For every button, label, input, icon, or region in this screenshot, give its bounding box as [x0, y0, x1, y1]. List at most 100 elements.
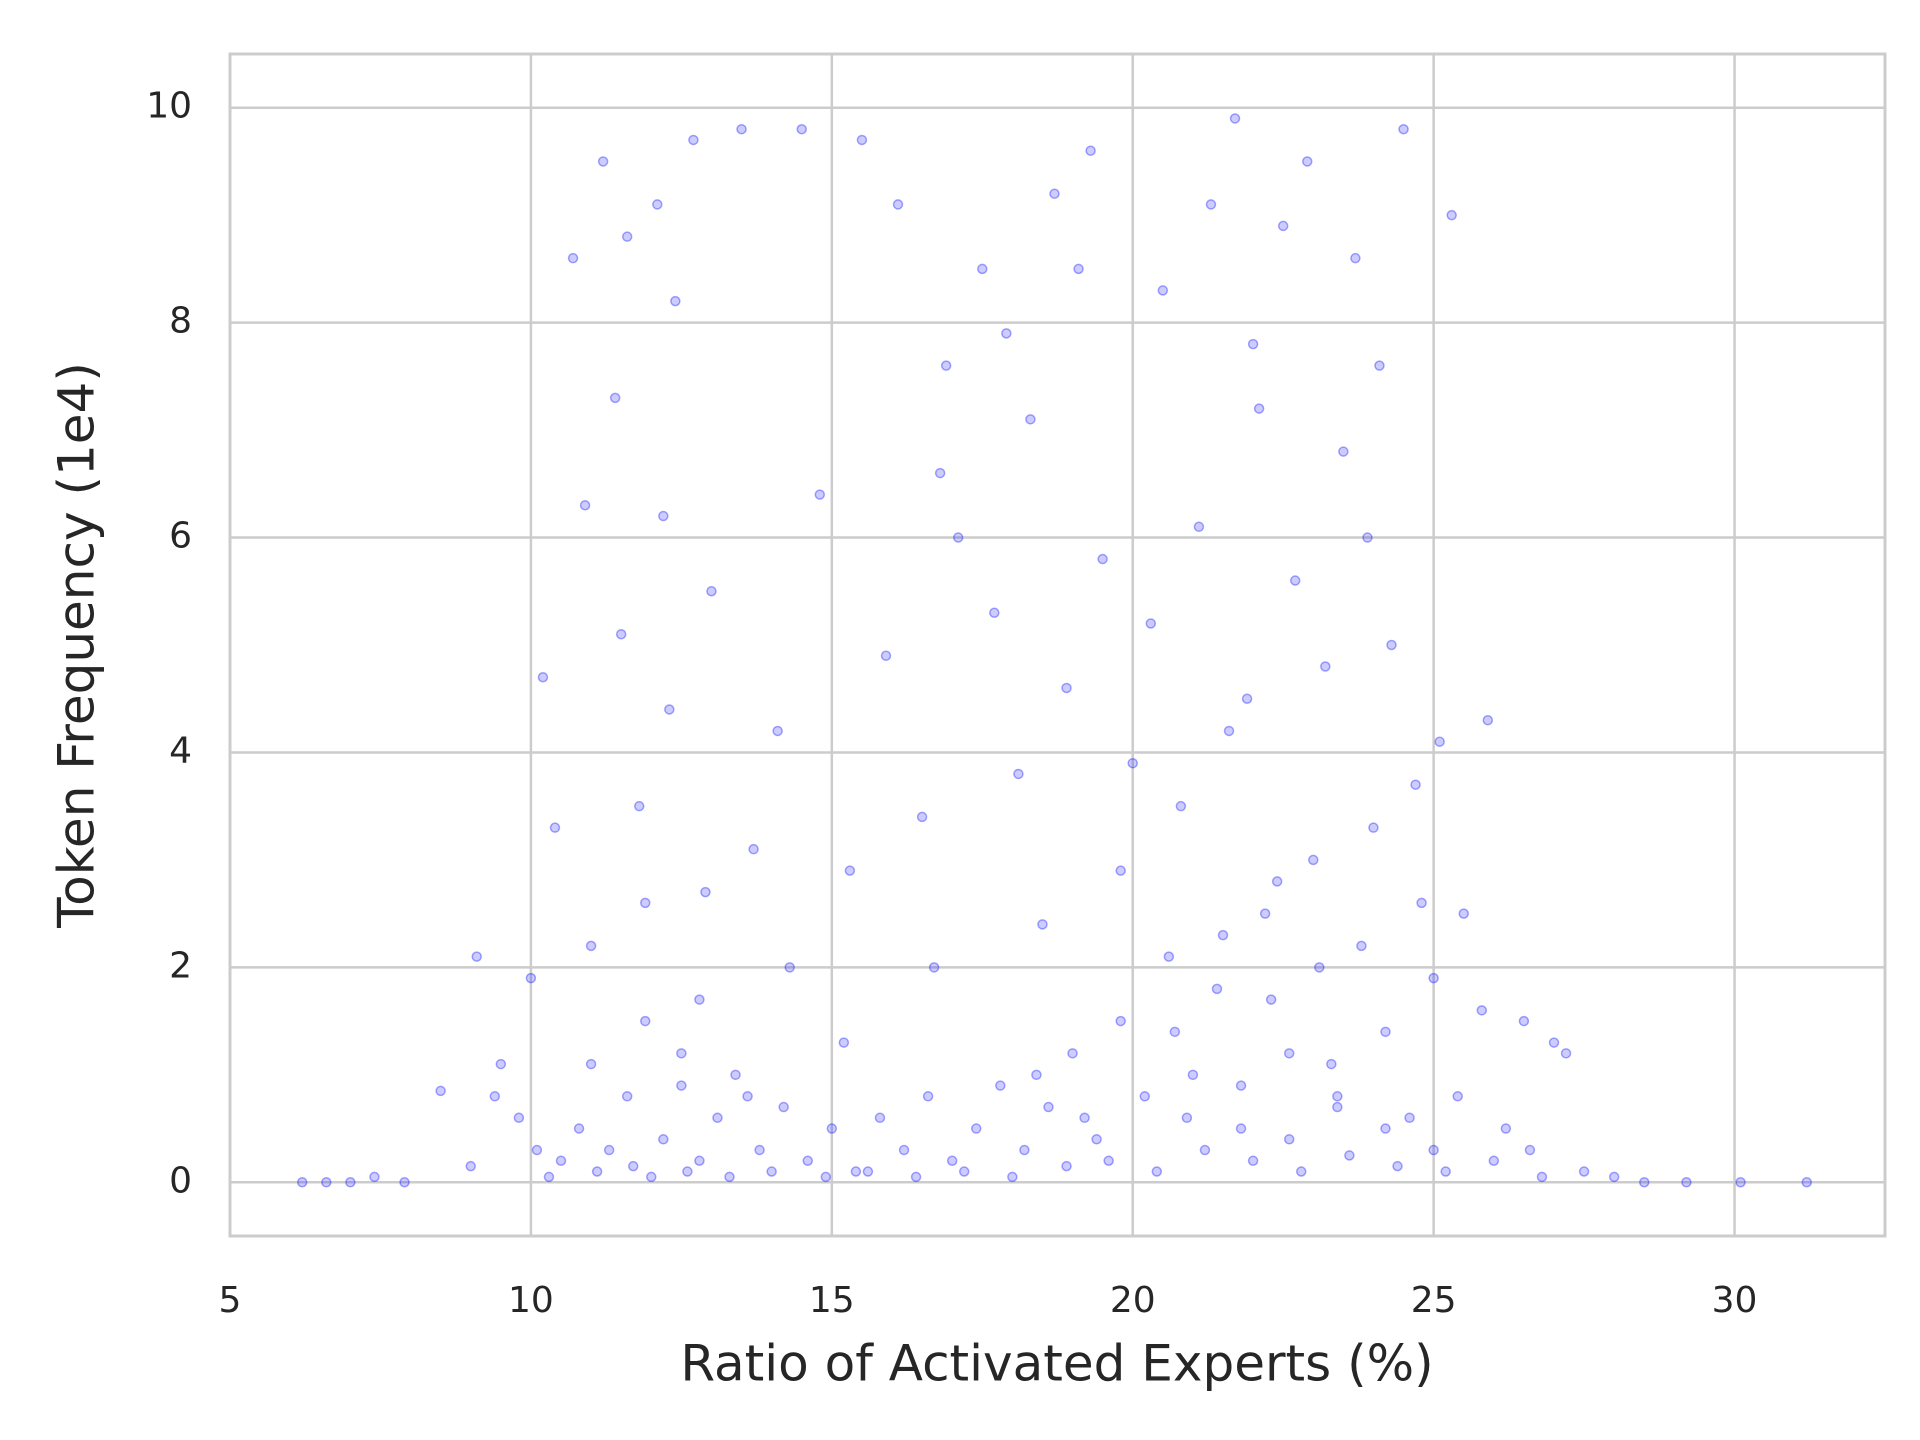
- scatter-point: [621, 1091, 633, 1102]
- x-tick-label: 30: [1712, 1280, 1758, 1321]
- scatter-point: [676, 1048, 687, 1059]
- scatter-point: [495, 1058, 507, 1070]
- scatter-point: [1265, 994, 1277, 1005]
- scatter-point: [1247, 1155, 1259, 1167]
- scatter-point: [399, 1177, 410, 1188]
- scatter-point: [1013, 768, 1024, 780]
- scatter-point: [1091, 1134, 1102, 1145]
- scatter-point: [754, 1144, 765, 1156]
- scatter-point: [892, 199, 904, 210]
- scatter-point: [1217, 929, 1229, 941]
- scatter-point: [1127, 757, 1138, 769]
- scatter-point: [1031, 1069, 1042, 1081]
- x-axis-label: Ratio of Activated Experts (%): [680, 1335, 1433, 1393]
- scatter-point: [1338, 446, 1349, 457]
- scatter-point: [369, 1171, 380, 1183]
- scatter-point: [874, 1112, 886, 1124]
- x-tick-label: 15: [809, 1280, 855, 1321]
- scatter-point: [1079, 1112, 1090, 1124]
- scatter-point: [1344, 1150, 1355, 1161]
- scatter-point: [621, 231, 633, 242]
- scatter-point: [1067, 1048, 1078, 1059]
- scatter-point: [802, 1155, 813, 1167]
- scatter-point: [1187, 1069, 1199, 1081]
- scatter-point: [652, 199, 663, 210]
- scatter-point: [862, 1166, 874, 1177]
- scatter-point: [471, 951, 482, 962]
- points-layer: [296, 113, 1813, 1188]
- scatter-point: [1211, 983, 1223, 995]
- scatter-point: [658, 1134, 669, 1145]
- scatter-point: [1440, 1166, 1451, 1177]
- scatter-point: [1199, 1144, 1211, 1156]
- scatter-point: [1488, 1155, 1500, 1167]
- scatter-point: [820, 1171, 832, 1183]
- y-tick-label: 10: [146, 86, 192, 127]
- scatter-point: [1314, 962, 1325, 973]
- scatter-point: [1452, 1091, 1463, 1102]
- scatter-point: [1283, 1048, 1295, 1059]
- scatter-point: [1235, 1123, 1247, 1134]
- scatter-point: [856, 134, 868, 146]
- scatter-point: [1380, 1026, 1391, 1038]
- scatter-point: [1392, 1160, 1403, 1172]
- scatter-point: [549, 822, 561, 833]
- scatter-point: [1061, 1160, 1072, 1172]
- scatter-point: [1277, 220, 1289, 232]
- x-tick-label: 10: [508, 1280, 554, 1321]
- scatter-point: [778, 1101, 789, 1113]
- scatter-point: [1326, 1058, 1337, 1070]
- scatter-point: [995, 1080, 1006, 1091]
- scatter-point: [1223, 725, 1235, 737]
- scatter-point: [640, 897, 651, 909]
- scatter-point: [1253, 403, 1265, 414]
- scatter-point: [585, 940, 597, 952]
- scatter-point: [910, 1171, 922, 1183]
- scatter-point: [742, 1091, 753, 1102]
- scatter-point: [567, 252, 579, 264]
- scatter-point: [1428, 972, 1439, 984]
- scatter-point: [1115, 865, 1126, 876]
- scatter-point: [1001, 328, 1012, 339]
- scatter-point: [597, 156, 609, 167]
- scatter-point: [1247, 338, 1259, 350]
- scatter-point: [591, 1166, 603, 1177]
- scatter-point: [898, 1144, 910, 1156]
- plot-frame: [228, 52, 1887, 1238]
- scatter-point: [1259, 908, 1271, 919]
- x-tick-label: 5: [219, 1280, 242, 1321]
- scatter-point: [1434, 736, 1445, 747]
- scatter-point: [814, 489, 826, 500]
- scatter-point: [1271, 876, 1283, 887]
- scatter-point: [1386, 639, 1397, 651]
- scatter-point: [543, 1171, 555, 1183]
- scatter-point: [1181, 1112, 1193, 1124]
- scatter-point: [1735, 1177, 1746, 1188]
- scatter-point: [694, 994, 705, 1005]
- scatter-point: [1241, 693, 1253, 704]
- scatter-point: [1145, 618, 1157, 629]
- scatter-point: [1548, 1037, 1560, 1048]
- scatter-point: [1151, 1166, 1163, 1177]
- scatter-point: [1416, 897, 1427, 909]
- scatter-point: [922, 1091, 934, 1102]
- scatter-point: [573, 1123, 585, 1134]
- scatter-point: [1356, 940, 1367, 952]
- scatter-point: [1037, 919, 1048, 930]
- scatter-point: [1061, 682, 1072, 694]
- scatter-point: [1235, 1080, 1247, 1091]
- scatter-point: [1097, 553, 1108, 565]
- scatter-point: [1229, 113, 1241, 124]
- scatter-point: [1115, 1015, 1126, 1027]
- scatter-point: [748, 843, 759, 855]
- scatter-point: [700, 886, 711, 898]
- scatter-point: [1458, 908, 1469, 919]
- scatter-point: [537, 671, 549, 683]
- scatter-point: [796, 123, 807, 135]
- x-tick-label: 20: [1110, 1280, 1156, 1321]
- scatter-point: [826, 1123, 838, 1134]
- scatter-point: [880, 650, 892, 661]
- scatter-point: [603, 1144, 615, 1156]
- scatter-point: [989, 607, 1000, 619]
